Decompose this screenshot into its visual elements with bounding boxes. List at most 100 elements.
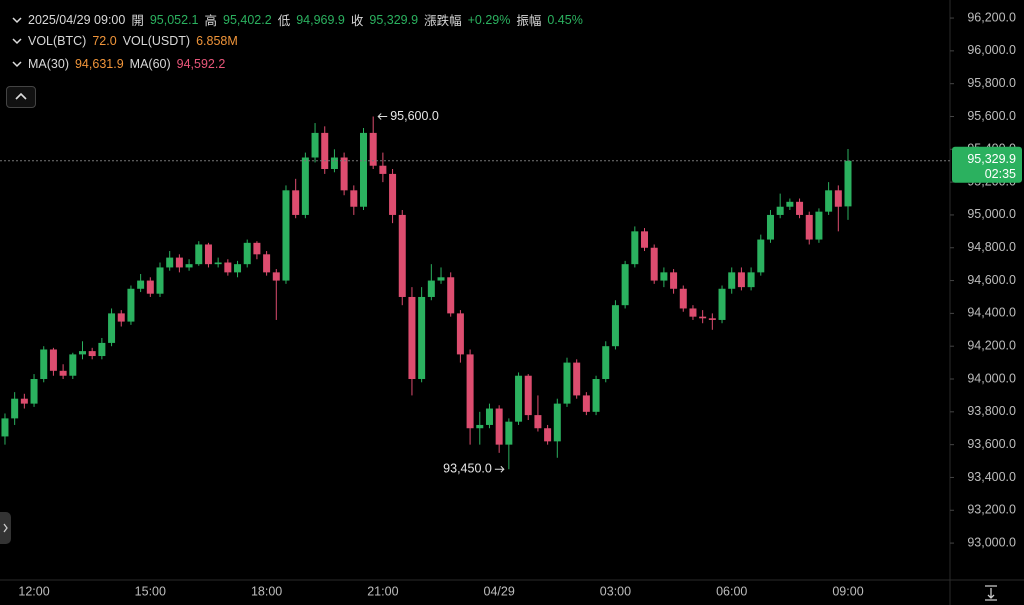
candle-body bbox=[447, 277, 455, 314]
candle-body bbox=[146, 280, 154, 294]
x-tick-label: 21:00 bbox=[367, 584, 398, 598]
candle-body bbox=[282, 190, 290, 281]
countdown-label: 02:35 bbox=[985, 167, 1016, 181]
candle-body bbox=[505, 421, 513, 445]
candle-body bbox=[573, 362, 581, 396]
candle-body bbox=[679, 288, 687, 309]
y-tick-label: 96,000.0 bbox=[967, 43, 1016, 57]
candle-body bbox=[534, 415, 542, 429]
low-value: 94,969.9 bbox=[296, 12, 345, 27]
candle-body bbox=[40, 349, 48, 380]
candle-body bbox=[214, 262, 222, 265]
candle-body bbox=[379, 165, 387, 174]
candle-body bbox=[825, 190, 833, 212]
candle-body bbox=[195, 244, 203, 265]
last-price-tag bbox=[952, 146, 1022, 183]
x-tick-label: 18:00 bbox=[251, 584, 282, 598]
ma60-value: 94,592.2 bbox=[176, 57, 226, 71]
candle-body bbox=[670, 272, 678, 289]
candle-body bbox=[476, 424, 484, 429]
collapse-button[interactable] bbox=[6, 86, 36, 108]
candle-body bbox=[660, 272, 668, 281]
y-tick-label: 93,400.0 bbox=[967, 470, 1016, 484]
open-value: 95,052.1 bbox=[149, 12, 199, 27]
y-tick-label: 95,000.0 bbox=[967, 207, 1016, 221]
candle-body bbox=[204, 244, 212, 265]
last-price-label: 95,329.9 bbox=[967, 152, 1016, 166]
candle-body bbox=[389, 173, 397, 215]
candle-body bbox=[49, 349, 57, 371]
y-tick-label: 94,400.0 bbox=[967, 306, 1016, 320]
candle-body bbox=[495, 408, 503, 445]
candle-body bbox=[515, 375, 523, 422]
candle-body bbox=[592, 379, 600, 412]
candle-body bbox=[301, 157, 309, 215]
ma30-value: 94,631.9 bbox=[74, 57, 124, 71]
candle-body bbox=[272, 272, 280, 281]
candle-body bbox=[427, 280, 435, 297]
candle-body bbox=[108, 313, 116, 343]
candle-body bbox=[718, 288, 726, 320]
max-arrow bbox=[377, 113, 388, 120]
y-tick-label: 93,800.0 bbox=[967, 404, 1016, 418]
candle-body bbox=[408, 296, 416, 380]
collapse-icon[interactable] bbox=[12, 60, 22, 68]
candle-body bbox=[737, 272, 745, 288]
ma30-label: MA(30) bbox=[28, 57, 69, 71]
candle-body bbox=[466, 354, 474, 429]
candle-body bbox=[59, 370, 67, 376]
candle-body bbox=[263, 254, 271, 273]
y-tick-label: 96,200.0 bbox=[967, 10, 1016, 24]
candle-body bbox=[292, 190, 300, 215]
vol-btc-value: 72.0 bbox=[92, 34, 117, 48]
low-label: 低 bbox=[277, 14, 291, 28]
y-tick-label: 94,000.0 bbox=[967, 371, 1016, 385]
candle-body bbox=[796, 201, 804, 215]
candle-body bbox=[747, 272, 755, 288]
candle-body bbox=[815, 211, 823, 240]
side-tab[interactable] bbox=[0, 512, 11, 544]
candle-body bbox=[321, 132, 329, 169]
candle-body bbox=[243, 242, 251, 265]
candle-body bbox=[524, 375, 532, 416]
x-tick-label: 12:00 bbox=[18, 584, 49, 598]
min-arrow bbox=[494, 465, 505, 473]
close-value: 95,329.9 bbox=[369, 12, 419, 27]
candle-body bbox=[360, 132, 367, 207]
x-tick-label: 15:00 bbox=[135, 584, 166, 598]
x-tick-label: 06:00 bbox=[716, 584, 747, 598]
ohlc-legend: 2025/04/29 09:00 開 95,052.1 高 95,402.2 低 94… bbox=[12, 10, 583, 29]
candle-body bbox=[175, 257, 183, 268]
candle-body bbox=[805, 214, 813, 240]
candle-body bbox=[1, 418, 9, 437]
candle-body bbox=[602, 346, 610, 380]
change-label: 漲跌幅 bbox=[424, 14, 462, 28]
y-tick-label: 95,600.0 bbox=[967, 109, 1016, 123]
candle-body bbox=[844, 160, 852, 207]
candle-body bbox=[330, 157, 338, 169]
candle-body bbox=[728, 272, 736, 289]
candle-body bbox=[253, 242, 261, 255]
y-tick-label: 95,800.0 bbox=[967, 76, 1016, 90]
candle-body bbox=[553, 403, 561, 442]
candle-body bbox=[30, 379, 38, 404]
candle-body bbox=[156, 267, 164, 294]
candle-body bbox=[544, 428, 552, 442]
y-tick-label: 94,200.0 bbox=[967, 338, 1016, 352]
candle-body bbox=[437, 277, 445, 281]
candle-body bbox=[350, 190, 358, 207]
candle-body bbox=[11, 398, 19, 419]
candle-body bbox=[127, 288, 135, 322]
y-tick-label: 94,800.0 bbox=[967, 240, 1016, 254]
ma60-label: MA(60) bbox=[129, 57, 171, 71]
collapse-icon[interactable] bbox=[12, 16, 22, 24]
candle-body bbox=[234, 264, 242, 273]
candle-body bbox=[418, 296, 426, 380]
x-tick-label: 09:00 bbox=[832, 584, 863, 598]
candle-body bbox=[582, 395, 590, 412]
candle-body bbox=[311, 132, 319, 158]
collapse-icon[interactable] bbox=[12, 37, 22, 45]
max-label: 95,600.0 bbox=[390, 109, 439, 123]
